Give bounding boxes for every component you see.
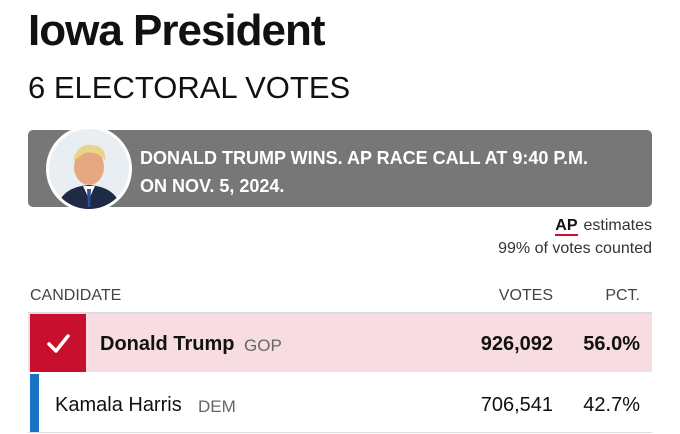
party: DEM bbox=[198, 397, 236, 416]
votes: 706,541 bbox=[480, 394, 553, 416]
column-header: PCT. bbox=[605, 287, 640, 304]
photo-placeholder bbox=[49, 129, 129, 209]
banner-text: DONALD TRUMP WINS. AP RACE CALL AT 9:40 … bbox=[140, 148, 589, 196]
percent: 42.7% bbox=[583, 394, 640, 416]
result-row bbox=[28, 374, 652, 433]
winner-banner bbox=[28, 130, 652, 207]
candidate-name: Kamala Harris bbox=[55, 394, 182, 416]
column-header: VOTES bbox=[498, 287, 553, 304]
estimates: AP estimates bbox=[555, 217, 652, 236]
check-icon bbox=[47, 334, 70, 353]
estimates-label: estimates bbox=[583, 217, 652, 234]
subtitle: 6 ELECTORAL VOTES bbox=[28, 70, 351, 105]
column-header: CANDIDATE bbox=[30, 287, 122, 304]
divider bbox=[28, 312, 652, 314]
candidate-name: Donald Trump bbox=[100, 333, 235, 355]
winner-check bbox=[30, 314, 86, 372]
result-row bbox=[28, 314, 652, 372]
votes-counted: 99% of votes counted bbox=[498, 240, 652, 257]
percent: 56.0% bbox=[583, 333, 640, 355]
votes: 926,092 bbox=[480, 333, 553, 355]
party-marker bbox=[30, 374, 39, 432]
party: GOP bbox=[244, 336, 282, 355]
ap-logo: AP bbox=[555, 217, 578, 236]
candidate-photo bbox=[46, 126, 132, 212]
title: Iowa President bbox=[28, 6, 326, 55]
